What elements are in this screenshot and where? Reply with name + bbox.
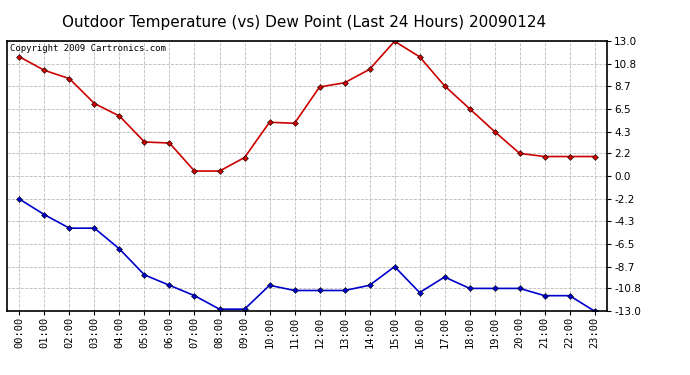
Text: Copyright 2009 Cartronics.com: Copyright 2009 Cartronics.com bbox=[10, 44, 166, 53]
Text: Outdoor Temperature (vs) Dew Point (Last 24 Hours) 20090124: Outdoor Temperature (vs) Dew Point (Last… bbox=[61, 15, 546, 30]
